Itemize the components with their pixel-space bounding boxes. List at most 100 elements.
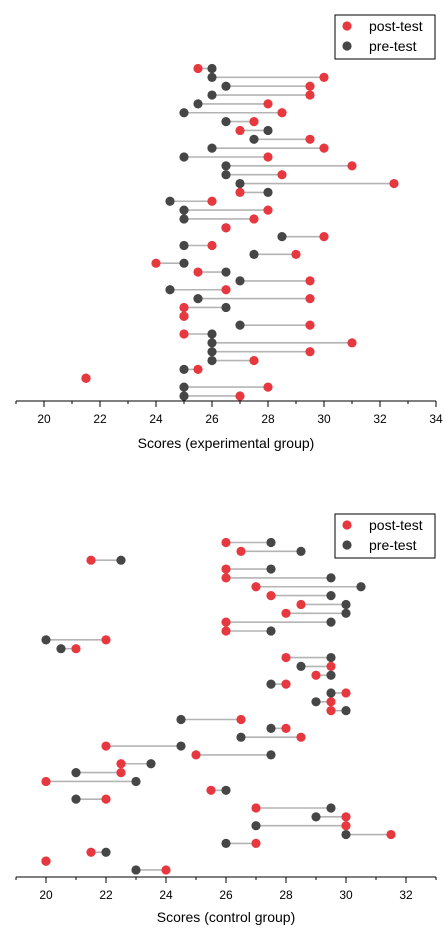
post-test-point (101, 741, 111, 751)
pre-test-point (311, 697, 321, 707)
legend-pre-test-marker (342, 540, 352, 550)
legend-post-test-label: post-test (369, 517, 423, 533)
post-test-point (251, 838, 261, 849)
pre-test-point (341, 706, 351, 716)
post-test-point (86, 555, 96, 565)
pre-test-point (176, 714, 186, 725)
legend-box (334, 513, 436, 559)
pre-test-point (207, 329, 217, 339)
pre-test-point (179, 214, 189, 224)
pre-test-point (326, 617, 336, 627)
post-test-point (249, 214, 259, 224)
pre-test-point (326, 803, 336, 813)
pre-test-point (221, 161, 231, 171)
post-test-point (179, 302, 189, 313)
post-test-point (281, 608, 291, 618)
post-test-point (263, 382, 273, 392)
post-test-point (263, 205, 273, 215)
pre-test-point (266, 750, 276, 760)
pre-test-point (207, 90, 217, 100)
post-test-point (281, 679, 291, 689)
post-test-point (41, 856, 51, 866)
pre-test-point (221, 170, 231, 180)
pre-test-point (326, 670, 336, 680)
pre-test-point (235, 276, 245, 286)
pre-test-point (296, 546, 306, 556)
post-test-point (235, 391, 245, 401)
post-test-point (389, 178, 399, 189)
x-tick-label: 30 (317, 412, 331, 426)
pre-test-point (146, 759, 156, 769)
post-test-point (305, 294, 315, 304)
pre-test-point (221, 838, 231, 849)
legend: post-test pre-test (334, 513, 436, 559)
post-test-point (277, 170, 287, 180)
pre-test-point (221, 302, 231, 313)
x-tick-label: 32 (373, 412, 387, 426)
post-test-point (151, 258, 161, 268)
pre-test-point (41, 635, 51, 645)
pre-test-point (131, 776, 141, 787)
pre-test-point (263, 125, 273, 136)
post-test-point (341, 688, 351, 698)
post-test-point (296, 599, 306, 610)
pre-test-point (251, 821, 261, 831)
pre-test-point (207, 63, 217, 74)
pre-test-point (326, 591, 336, 601)
post-test-point (116, 759, 126, 769)
pre-test-point (326, 573, 336, 583)
post-test-point (221, 223, 231, 233)
pre-test-point (249, 249, 259, 259)
pre-test-point (341, 829, 351, 840)
post-test-point (305, 81, 315, 91)
x-tick-label: 24 (159, 888, 173, 902)
pre-test-point (165, 285, 175, 295)
post-test-point (41, 776, 51, 787)
post-test-point (263, 99, 273, 109)
pre-test-point (266, 723, 276, 733)
post-test-point (386, 829, 396, 840)
x-axis-label: Scores (control group) (157, 909, 296, 925)
post-test-point (251, 582, 261, 592)
x-tick-label: 34 (429, 412, 443, 426)
post-test-point (305, 90, 315, 100)
x-tick-label: 22 (99, 888, 113, 902)
x-tick-label: 30 (339, 888, 353, 902)
post-test-point (81, 373, 91, 383)
post-test-point (221, 564, 231, 574)
post-test-point (305, 276, 315, 286)
post-test-point (86, 847, 96, 857)
legend-pre-test-label: pre-test (369, 38, 417, 54)
legend-pre-test-marker (342, 41, 352, 51)
pre-test-point (266, 679, 276, 689)
pre-test-point (179, 240, 189, 251)
post-test-point (221, 617, 231, 627)
post-test-point (319, 232, 329, 242)
pre-test-point (311, 812, 321, 822)
pre-test-point (193, 294, 203, 304)
post-test-point (101, 635, 111, 645)
pre-test-point (341, 599, 351, 610)
post-test-point (207, 240, 217, 251)
pre-test-point (341, 608, 351, 618)
pre-test-point (266, 537, 276, 548)
pre-test-point (179, 382, 189, 392)
pre-test-point (277, 232, 287, 242)
pre-test-point (179, 205, 189, 215)
pre-test-point (221, 785, 231, 795)
pre-test-point (116, 555, 126, 565)
pre-test-point (235, 320, 245, 330)
legend-post-test-label: post-test (369, 18, 423, 34)
pre-test-point (179, 152, 189, 162)
post-test-point (71, 644, 81, 654)
post-test-point (193, 364, 203, 374)
post-test-point (236, 546, 246, 556)
pre-test-point (131, 865, 141, 875)
x-tick-label: 28 (261, 412, 275, 426)
pre-test-point (221, 267, 231, 277)
pre-test-point (221, 117, 231, 127)
legend-post-test-marker (342, 21, 352, 31)
x-tick-label: 28 (279, 888, 293, 902)
post-test-point (263, 152, 273, 162)
post-test-point (326, 706, 336, 716)
